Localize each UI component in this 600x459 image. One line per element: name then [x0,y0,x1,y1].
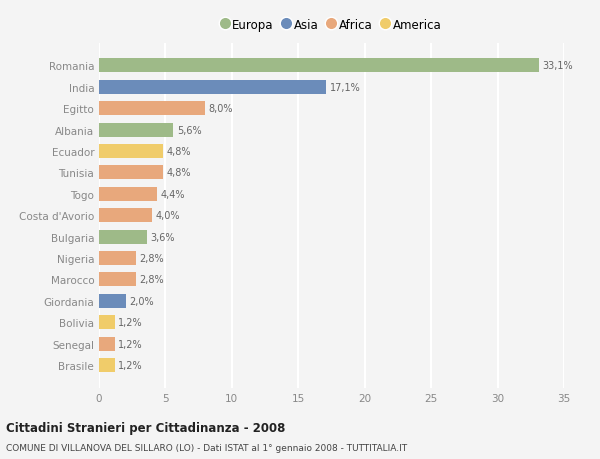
Bar [99,123,173,137]
Bar [99,81,326,95]
Bar [99,59,539,73]
Text: 8,0%: 8,0% [209,104,233,114]
Bar [99,316,115,330]
Text: 2,0%: 2,0% [129,296,154,306]
Text: 2,8%: 2,8% [140,253,164,263]
Bar [99,294,125,308]
Text: 4,0%: 4,0% [155,211,180,221]
Text: 3,6%: 3,6% [150,232,175,242]
Bar [99,358,115,372]
Legend: Europa, Asia, Africa, America: Europa, Asia, Africa, America [218,15,445,35]
Bar [99,337,115,351]
Bar [99,273,136,287]
Text: 4,8%: 4,8% [166,147,191,157]
Text: 4,8%: 4,8% [166,168,191,178]
Text: 5,6%: 5,6% [177,125,202,135]
Text: COMUNE DI VILLANOVA DEL SILLARO (LO) - Dati ISTAT al 1° gennaio 2008 - TUTTITALI: COMUNE DI VILLANOVA DEL SILLARO (LO) - D… [6,443,407,452]
Bar [99,145,163,159]
Text: 1,2%: 1,2% [118,318,143,328]
Bar [99,187,157,202]
Bar [99,102,205,116]
Bar [99,230,147,244]
Bar [99,252,136,265]
Text: Cittadini Stranieri per Cittadinanza - 2008: Cittadini Stranieri per Cittadinanza - 2… [6,421,286,434]
Text: 1,2%: 1,2% [118,339,143,349]
Text: 1,2%: 1,2% [118,360,143,370]
Text: 4,4%: 4,4% [161,190,185,199]
Text: 17,1%: 17,1% [329,83,360,93]
Text: 2,8%: 2,8% [140,275,164,285]
Bar [99,166,163,180]
Text: 33,1%: 33,1% [542,61,573,71]
Bar [99,209,152,223]
